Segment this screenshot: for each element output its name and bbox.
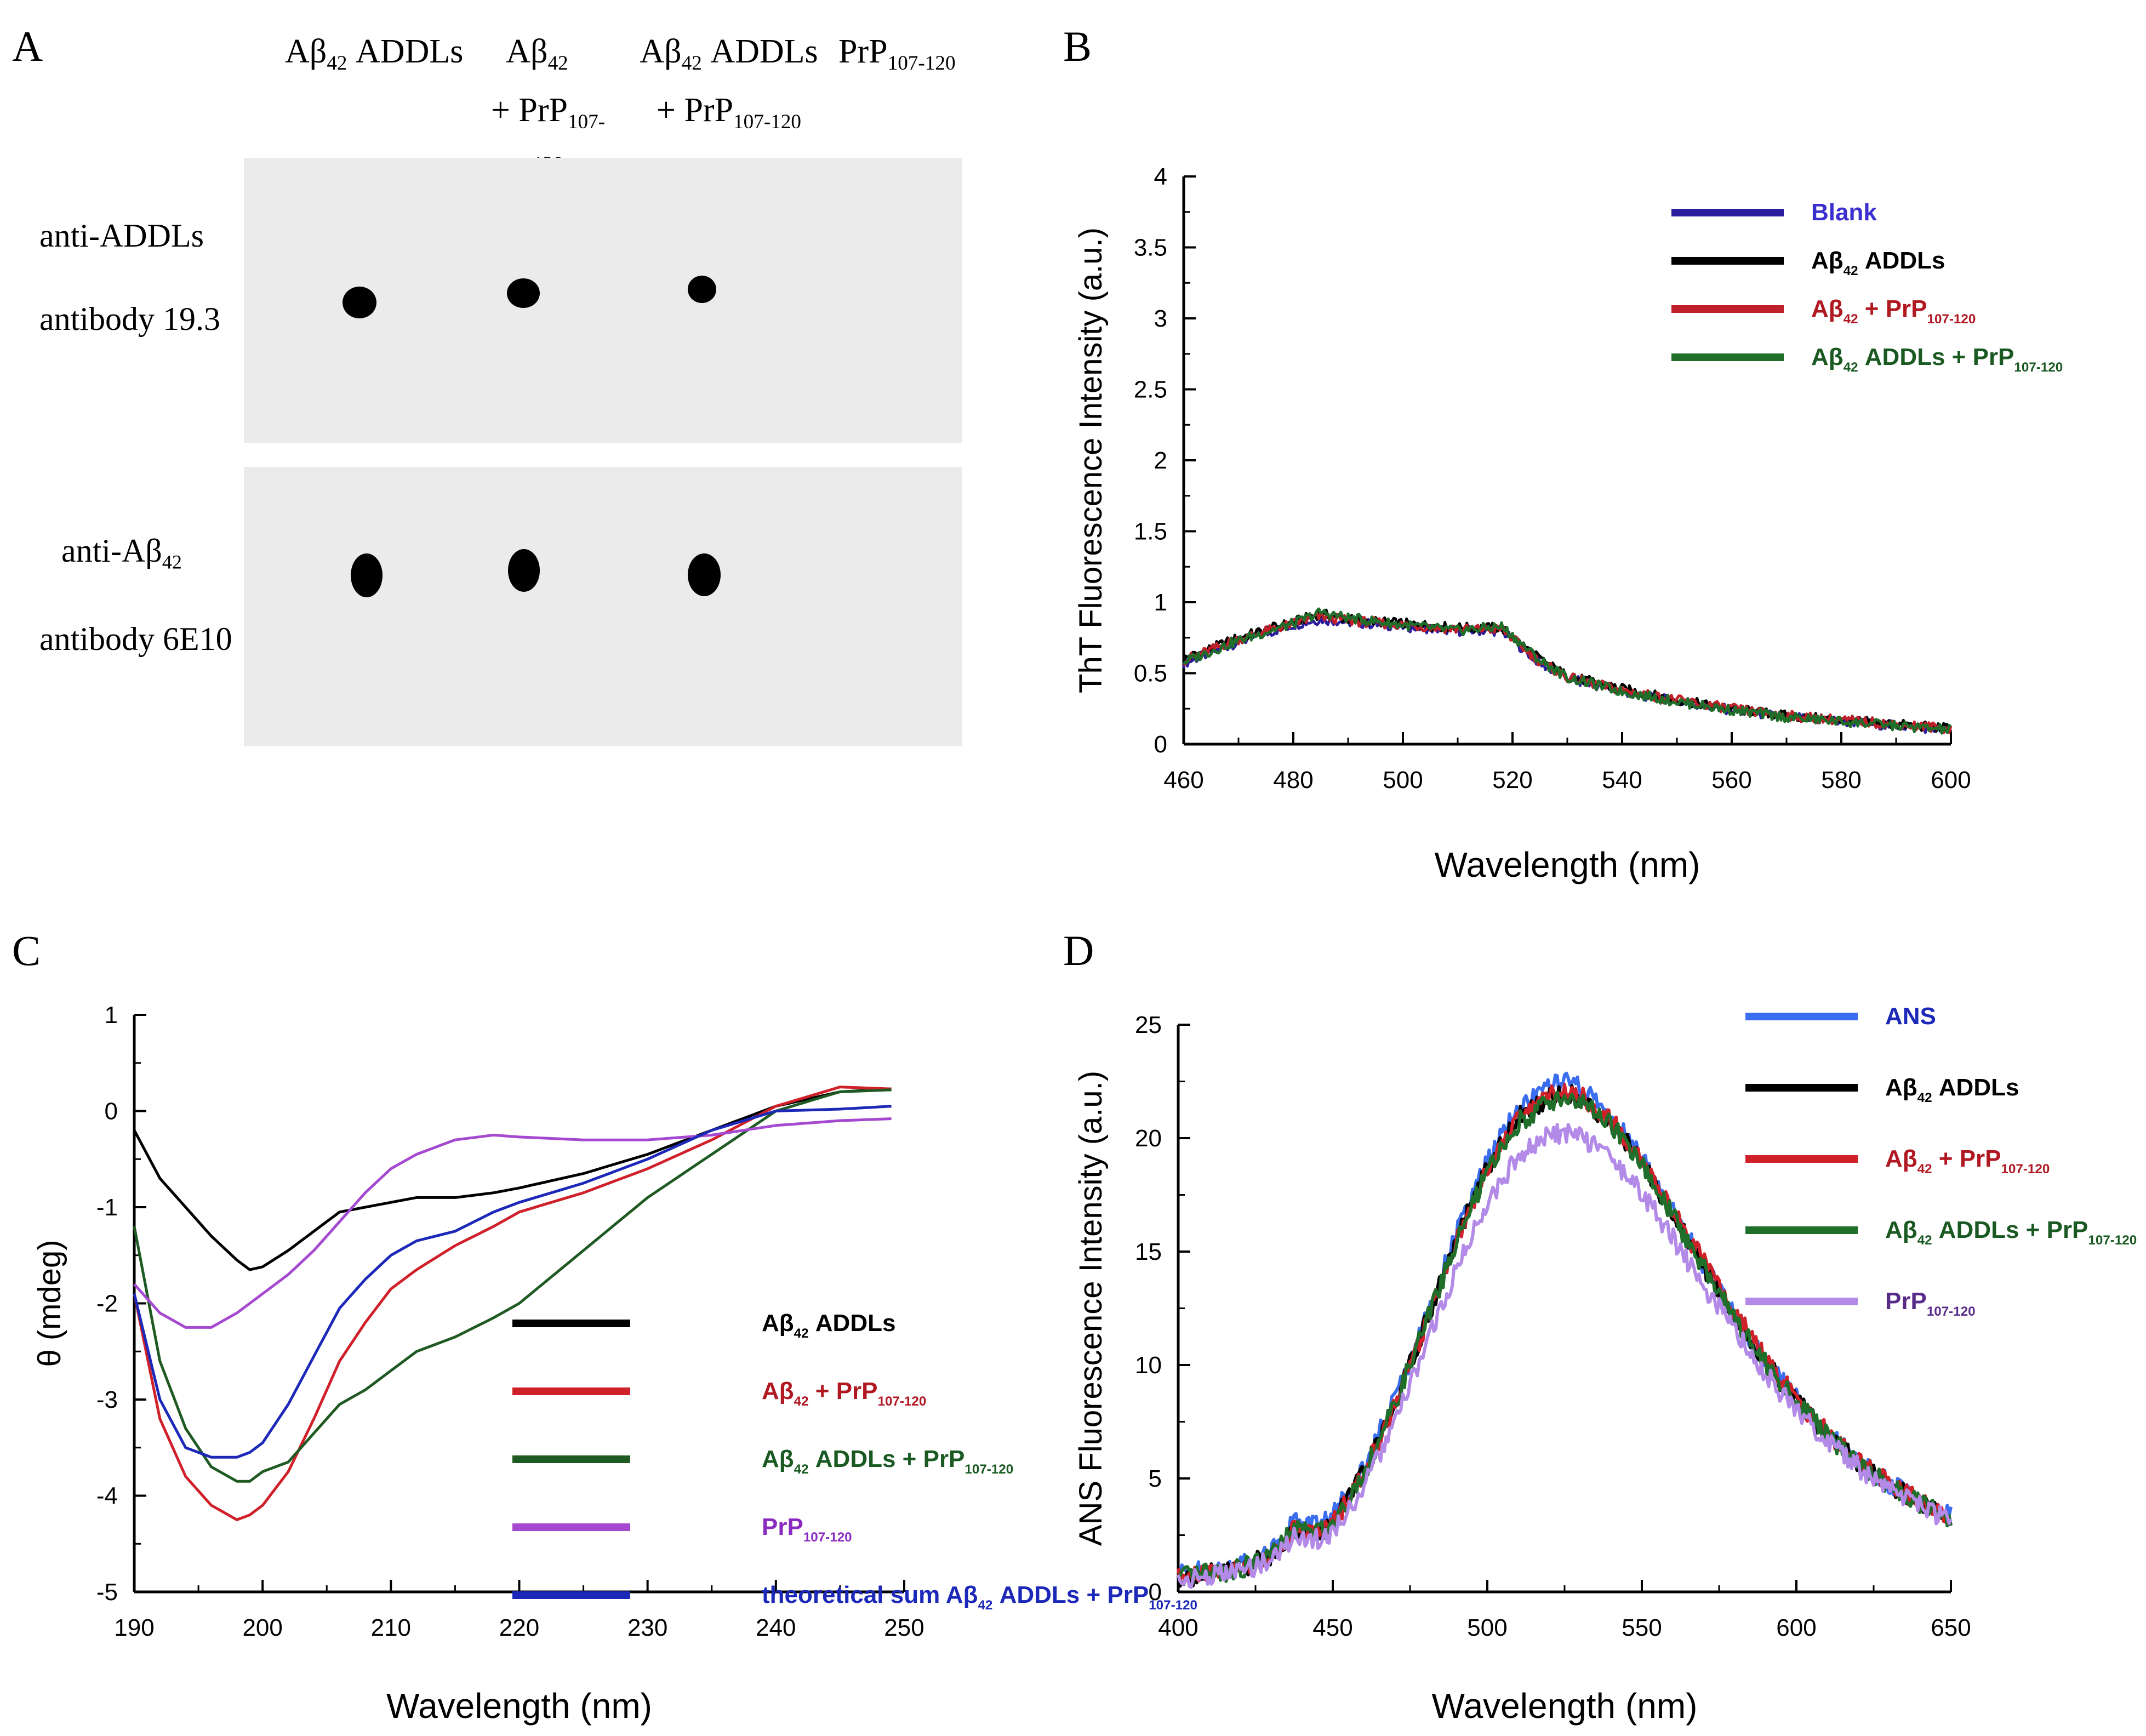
- legend-label: Aβ42 ADDLs: [1811, 247, 1945, 278]
- x-tick-label: 210: [371, 1614, 411, 1641]
- y-tick-label: 3: [1154, 305, 1167, 332]
- x-tick-label: 560: [1711, 767, 1751, 793]
- y-axis-label: ANS Fluorescence Intensity (a.u.): [1073, 1071, 1109, 1546]
- x-tick-label: 240: [756, 1614, 796, 1641]
- legend-label: Aβ42 ADDLs: [1885, 1074, 2019, 1105]
- blot-dot: [507, 278, 540, 308]
- chart-d-group: 400 450 500 550 600 650 0 5 10 15 20 25 Wavelength (…: [1073, 1003, 2137, 1726]
- blot-row-1: [244, 158, 962, 443]
- legend-label: Aβ42 ADDLs + PrP107-120: [1811, 344, 2063, 375]
- blot-row-2: [244, 467, 962, 746]
- series-line: [1183, 610, 1953, 734]
- y-tick-label: -2: [96, 1290, 118, 1317]
- x-tick-label: 190: [114, 1614, 154, 1641]
- series-line: [133, 1088, 892, 1483]
- panel-b-label: B: [1063, 22, 1092, 70]
- legend-label: Aβ42 ADDLs: [762, 1310, 895, 1341]
- x-tick-label: 580: [1821, 767, 1861, 793]
- x-tick-label: 500: [1467, 1614, 1507, 1641]
- y-tick-label: 0.5: [1134, 660, 1167, 687]
- x-axis-label: Wavelength (nm): [1432, 1686, 1698, 1726]
- series-line: [133, 1105, 892, 1459]
- legend-label: Aβ42 ADDLs + PrP107-120: [762, 1446, 1013, 1477]
- y-tick-label: 20: [1135, 1125, 1162, 1152]
- legend-label: PrP107-120: [1885, 1288, 1976, 1319]
- x-tick-label: 600: [1931, 767, 1971, 793]
- blot-dot: [688, 553, 721, 596]
- series-line: [1182, 616, 1953, 734]
- series-line: [133, 1087, 892, 1271]
- row-label-1: anti-ADDLs antibody 19.3: [39, 218, 220, 337]
- y-tick-label: -5: [96, 1579, 118, 1606]
- y-tick-label: 3.5: [1134, 235, 1167, 261]
- y-tick-label: 2: [1154, 447, 1167, 474]
- y-tick-label: 25: [1135, 1012, 1162, 1038]
- y-axis-label: θ (mdeg): [32, 1240, 67, 1367]
- series-line: [133, 1117, 892, 1329]
- legend-label: PrP107-120: [762, 1514, 852, 1545]
- y-tick-label: 15: [1135, 1238, 1162, 1265]
- y-tick-label: -4: [96, 1483, 118, 1510]
- x-tick-label: 480: [1273, 767, 1313, 793]
- y-tick-label: 2.5: [1134, 376, 1167, 403]
- y-tick-label: 1: [105, 1002, 118, 1029]
- series-line: [1177, 1123, 1953, 1589]
- legend-label: theoretical sum Aβ42 ADDLs + PrP107-120: [762, 1581, 1197, 1613]
- x-axis-label: Wavelength (nm): [386, 1686, 652, 1726]
- panel-a-label: A: [12, 22, 43, 70]
- x-tick-label: 400: [1158, 1614, 1198, 1641]
- panel-d-label: D: [1063, 927, 1094, 974]
- y-tick-label: -3: [96, 1386, 118, 1413]
- x-tick-label: 520: [1492, 767, 1532, 793]
- legend-label: ANS: [1885, 1003, 1936, 1030]
- y-tick-label: 1: [1154, 589, 1167, 616]
- x-tick-label: 450: [1312, 1614, 1352, 1641]
- x-tick-label: 230: [627, 1614, 667, 1641]
- legend-label: Aβ42 + PrP107-120: [762, 1378, 926, 1409]
- y-tick-label: 1.5: [1134, 518, 1167, 545]
- row-label-2: anti-Aβ42 antibody 6E10: [39, 533, 232, 657]
- series-line: [133, 1086, 892, 1521]
- header-col-4: PrP107-120: [838, 33, 956, 75]
- x-tick-label: 550: [1622, 1614, 1662, 1641]
- y-tick-label: 0: [1149, 1579, 1162, 1606]
- y-axis-label: ThT Fluorescence Intensity (a.u.): [1073, 227, 1109, 693]
- x-tick-label: 650: [1931, 1614, 1971, 1641]
- series-line: [1178, 1071, 1953, 1582]
- blot-dot: [343, 287, 376, 318]
- blot-dot: [351, 553, 383, 597]
- chart-b-group: 460 480 500 520 540 560 580 600 0 0.5 1 1.5 2 2.5 3 3.5…: [1073, 163, 2063, 884]
- legend-label: Blank: [1811, 199, 1877, 226]
- series-line: [1177, 1090, 1953, 1585]
- y-tick-label: 0: [105, 1098, 118, 1125]
- blot-dot: [688, 276, 716, 303]
- x-axis-label: Wavelength (nm): [1435, 845, 1700, 884]
- y-tick-label: -1: [96, 1194, 118, 1221]
- chart-c-group: 190 200 210 220 230 240 250-5-4-3-2-101Wavelen…: [32, 1002, 1197, 1726]
- header-col-1: Aβ42 ADDLs: [285, 33, 464, 75]
- blot-dot: [508, 549, 540, 592]
- x-tick-label: 220: [499, 1614, 539, 1641]
- y-tick-label: 10: [1135, 1352, 1162, 1379]
- x-tick-label: 540: [1602, 767, 1642, 793]
- legend-label: Aβ42 + PrP107-120: [1885, 1145, 2050, 1177]
- x-tick-label: 200: [242, 1614, 282, 1641]
- y-tick-label: 4: [1154, 163, 1167, 190]
- x-tick-label: 600: [1776, 1614, 1816, 1641]
- y-tick-label: 5: [1149, 1465, 1162, 1492]
- y-tick-label: 0: [1154, 731, 1167, 758]
- x-tick-label: 460: [1163, 767, 1203, 793]
- legend-label: Aβ42 ADDLs + PrP107-120: [1885, 1217, 2137, 1248]
- series-line: [1183, 607, 1952, 735]
- series-line: [1177, 1083, 1952, 1584]
- x-tick-label: 500: [1383, 767, 1423, 793]
- header-col-3: Aβ42 ADDLs + PrP107-120: [640, 33, 818, 133]
- legend-label: Aβ42 + PrP107-120: [1811, 295, 1976, 327]
- panel-c-label: C: [12, 927, 41, 974]
- x-tick-label: 250: [884, 1614, 924, 1641]
